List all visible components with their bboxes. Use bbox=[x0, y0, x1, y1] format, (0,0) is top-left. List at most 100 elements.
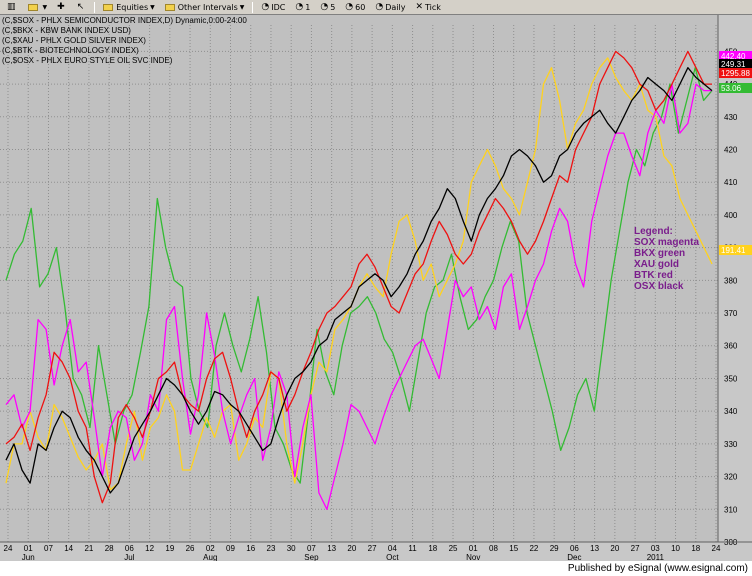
x-tick-label: 09 bbox=[226, 544, 235, 553]
x-tick-label: 07 bbox=[44, 544, 53, 553]
x-tick-label: 16 bbox=[246, 544, 255, 553]
interval-5-label: 5 bbox=[330, 2, 336, 12]
x-tick-label: 10 bbox=[671, 544, 680, 553]
x-tick-label: 01 bbox=[469, 544, 478, 553]
y-tick-label: 340 bbox=[724, 407, 738, 416]
x-tick-label: 04 bbox=[388, 544, 397, 553]
x-tick-label: 22 bbox=[529, 544, 538, 553]
price-box-osx bbox=[719, 59, 752, 69]
y-tick-label: 420 bbox=[724, 145, 738, 154]
other-intervals-dropdown[interactable]: Other Intervals ▼ bbox=[161, 1, 249, 14]
chart-icon: ▥ bbox=[7, 1, 16, 12]
x-tick-label: 25 bbox=[449, 544, 458, 553]
x-tick-label: 29 bbox=[550, 544, 559, 553]
legend-line-xau: XAU gold bbox=[634, 259, 679, 270]
x-tick-label: 15 bbox=[509, 544, 518, 553]
price-box-btk bbox=[719, 68, 752, 78]
interval-1-button[interactable]: ◔ 1 bbox=[291, 1, 314, 14]
interval-idc-label: IDC bbox=[271, 2, 286, 12]
x-tick-label: 13 bbox=[327, 544, 336, 553]
series-header-osx: (C,$OSX - PHLX EURO STYLE OIL SVC INDE) bbox=[2, 56, 173, 65]
x-tick-label: 28 bbox=[105, 544, 114, 553]
price-box-bkx bbox=[719, 83, 752, 93]
interval-1-label: 1 bbox=[305, 2, 311, 12]
cursor-button[interactable]: ↖ bbox=[73, 1, 91, 14]
y-tick-label: 350 bbox=[724, 374, 738, 383]
series-line-bkx bbox=[5, 67, 713, 484]
legend-title: Legend: bbox=[634, 226, 673, 237]
chevron-down-icon: ▼ bbox=[42, 3, 48, 11]
price-label-osx: 249.31 bbox=[721, 60, 746, 69]
price-box-sox bbox=[719, 51, 752, 61]
series-header-sox: (C,$SOX - PHLX SEMICONDUCTOR INDEX,D) Dy… bbox=[2, 16, 247, 25]
price-box-xau bbox=[719, 245, 752, 255]
month-label: Oct bbox=[386, 553, 399, 561]
x-tick-label: 21 bbox=[84, 544, 93, 553]
series-line-btk bbox=[5, 50, 712, 504]
y-tick-label: 310 bbox=[724, 505, 738, 514]
x-tick-label: 27 bbox=[368, 544, 377, 553]
legend-line-btk: BTK red bbox=[634, 270, 673, 281]
x-tick-label: 07 bbox=[307, 544, 316, 553]
month-label: Jun bbox=[22, 553, 35, 561]
interval-5-button[interactable]: ◔ 5 bbox=[316, 1, 339, 14]
legend-line-sox: SOX magenta bbox=[634, 237, 700, 248]
interval-tick-label: Tick bbox=[425, 2, 441, 12]
series-line-osx bbox=[5, 67, 713, 494]
interval-idc-button[interactable]: ◔ IDC bbox=[257, 1, 289, 14]
month-label: Jul bbox=[124, 553, 134, 561]
price-label-xau: 191.41 bbox=[721, 246, 746, 255]
folder-icon bbox=[164, 3, 175, 11]
folder-icon bbox=[27, 3, 38, 11]
y-tick-label: 360 bbox=[724, 342, 738, 351]
x-tick-label: 13 bbox=[590, 544, 599, 553]
close-icon: ✕ bbox=[415, 1, 423, 12]
other-intervals-label: Other Intervals bbox=[177, 2, 238, 12]
clock-icon: ◔ bbox=[295, 1, 304, 12]
clock-icon: ◔ bbox=[320, 1, 329, 12]
chevron-down-icon: ▼ bbox=[150, 3, 155, 11]
series-header-list: (C,$SOX - PHLX SEMICONDUCTOR INDEX,D) Dy… bbox=[2, 16, 247, 66]
y-tick-label: 330 bbox=[724, 440, 738, 449]
x-tick-label: 24 bbox=[712, 544, 721, 553]
interval-tick-button[interactable]: ✕ Tick bbox=[411, 1, 444, 14]
chevron-down-icon: ▼ bbox=[239, 3, 245, 11]
toolbar-separator bbox=[252, 1, 254, 13]
multi-index-line-chart[interactable]: 3003103203303403503603703803904004104204… bbox=[0, 15, 752, 561]
color-legend: Legend: SOX magenta BKX green XAU gold B… bbox=[634, 226, 699, 292]
chart-area[interactable]: 3003103203303403503603703803904004104204… bbox=[0, 15, 752, 561]
clock-icon: ◔ bbox=[345, 1, 354, 12]
time-axis-background bbox=[0, 542, 752, 561]
add-symbol-button[interactable]: ✚ bbox=[53, 1, 71, 14]
y-tick-label: 410 bbox=[724, 178, 738, 187]
month-label: Dec bbox=[567, 553, 581, 561]
interval-60-button[interactable]: ◔ 60 bbox=[341, 1, 369, 14]
price-axis-background bbox=[718, 15, 752, 561]
interval-60-label: 60 bbox=[355, 2, 366, 12]
x-tick-label: 20 bbox=[347, 544, 356, 553]
x-tick-label: 24 bbox=[4, 544, 13, 553]
x-tick-label: 03 bbox=[651, 544, 660, 553]
x-tick-label: 19 bbox=[165, 544, 174, 553]
x-tick-label: 14 bbox=[64, 544, 73, 553]
x-tick-label: 23 bbox=[267, 544, 276, 553]
footer: Published by eSignal (www.esignal.com) bbox=[0, 561, 752, 576]
equities-dropdown[interactable]: Equities ▼ bbox=[99, 1, 159, 14]
x-tick-label: 30 bbox=[287, 544, 296, 553]
publisher-credit: Published by eSignal (www.esignal.com) bbox=[567, 563, 748, 574]
x-tick-label: 02 bbox=[206, 544, 215, 553]
series-header-xau: (C,$XAU - PHLX GOLD SILVER INDEX) bbox=[2, 36, 146, 45]
x-tick-label: 26 bbox=[186, 544, 195, 553]
x-tick-label: 12 bbox=[145, 544, 154, 553]
x-tick-label: 18 bbox=[428, 544, 437, 553]
open-folder-button[interactable]: ▼ bbox=[24, 1, 52, 14]
legend-line-bkx: BKX green bbox=[634, 248, 686, 259]
interval-daily-button[interactable]: ◔ Daily bbox=[371, 1, 409, 14]
y-tick-label: 430 bbox=[724, 113, 738, 122]
interval-daily-label: Daily bbox=[385, 2, 406, 12]
price-label-sox: 442.40 bbox=[721, 52, 746, 61]
chart-type-button[interactable]: ▥ bbox=[3, 1, 22, 14]
x-tick-label: 27 bbox=[631, 544, 640, 553]
price-label-btk: 1295.88 bbox=[721, 69, 750, 78]
series-header-btk: (C,$BTK - BIOTECHNOLOGY INDEX) bbox=[2, 46, 139, 55]
